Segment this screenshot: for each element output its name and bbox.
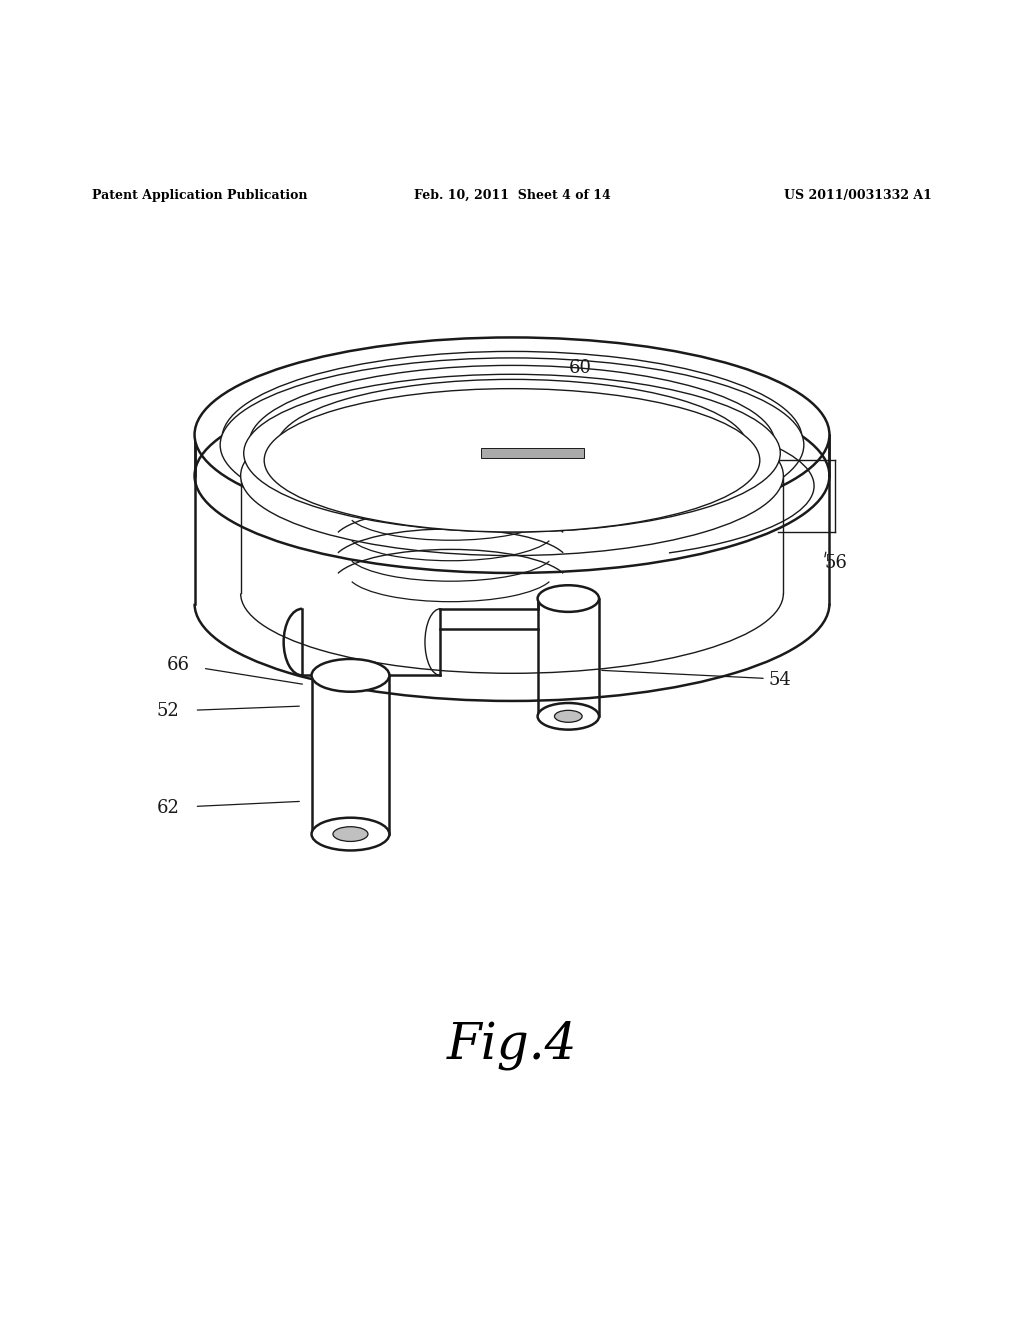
Text: 52: 52 xyxy=(157,702,179,721)
FancyBboxPatch shape xyxy=(481,447,584,458)
Text: 54: 54 xyxy=(768,672,791,689)
FancyBboxPatch shape xyxy=(184,425,840,614)
Text: Patent Application Publication: Patent Application Publication xyxy=(92,189,307,202)
Ellipse shape xyxy=(264,388,760,532)
Text: US 2011/0031332 A1: US 2011/0031332 A1 xyxy=(784,189,932,202)
Ellipse shape xyxy=(333,826,368,841)
Ellipse shape xyxy=(538,585,599,612)
Ellipse shape xyxy=(244,375,780,532)
Ellipse shape xyxy=(220,358,804,532)
Text: Feb. 10, 2011  Sheet 4 of 14: Feb. 10, 2011 Sheet 4 of 14 xyxy=(414,189,610,202)
Ellipse shape xyxy=(311,817,389,850)
Ellipse shape xyxy=(555,710,582,722)
Ellipse shape xyxy=(311,659,389,692)
Text: Fig.4: Fig.4 xyxy=(446,1020,578,1071)
Ellipse shape xyxy=(195,338,829,532)
Text: 62: 62 xyxy=(157,800,179,817)
Ellipse shape xyxy=(538,704,599,730)
Text: 66: 66 xyxy=(167,656,189,675)
Text: 60: 60 xyxy=(568,359,591,378)
Ellipse shape xyxy=(241,396,783,556)
Text: 56: 56 xyxy=(824,553,847,572)
